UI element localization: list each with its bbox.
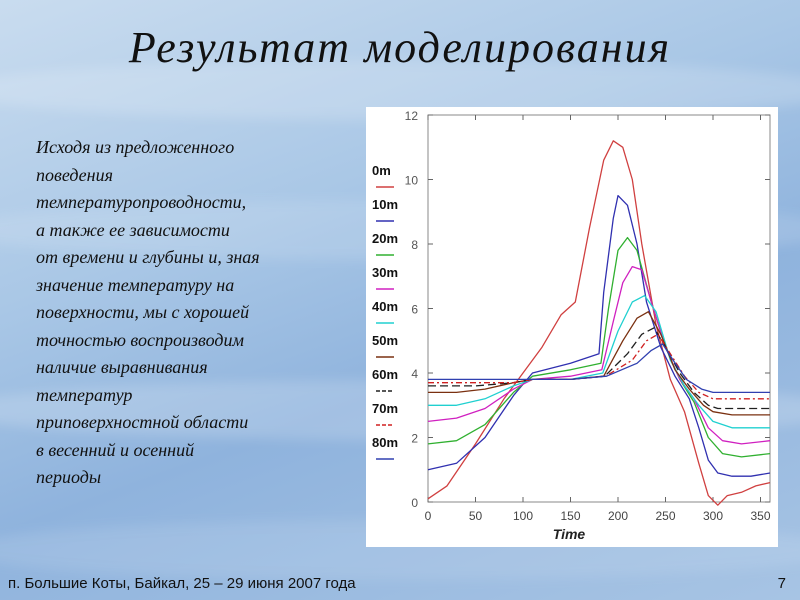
series-line-20m [427,236,771,458]
legend-label-40m: 40m [372,299,398,314]
y-tick-label: 12 [405,109,419,123]
page-number: 7 [777,575,786,592]
legend-label-10m: 10m [372,197,398,212]
x-tick-label: 200 [608,509,628,523]
legend-label-80m: 80m [372,435,398,450]
x-tick-label: 350 [750,509,770,523]
body-line: наличие выравнивания [36,357,208,377]
body-line: приповерхностной области [36,412,249,432]
series-line-10m [427,194,771,477]
body-line: в весенний и осенний [36,439,195,460]
x-axis-label: Time [553,526,586,542]
body-line: температур [36,384,133,405]
footer-text: п. Большие Коты, Байкал, 25 – 29 июня 20… [8,575,356,592]
legend-label-50m: 50m [372,333,398,348]
x-tick-label: 150 [560,509,580,523]
legend-label-70m: 70m [372,401,398,416]
body-line: поведения [36,164,113,185]
legend-label-60m: 60m [372,367,398,382]
body-line: температуропроводности, [36,192,247,212]
series-line-0m [427,140,771,506]
x-tick-label: 0 [425,509,432,523]
y-tick-label: 10 [405,174,419,188]
x-tick-label: 250 [655,509,675,523]
series-line-40m [428,294,770,429]
y-tick-label: 4 [411,367,418,381]
x-tick-label: 50 [469,509,483,523]
y-tick-label: 8 [411,238,418,252]
legend-label-20m: 20m [372,231,398,246]
chart-panel: 0 2 4 6 8 10 12 0 50 100 150 200 250 300 350 Time 0m 10m 2… [366,107,778,547]
legend-label-30m: 30m [372,265,398,280]
body-line: а также ее зависимости [36,219,230,240]
plot-frame [427,114,771,503]
body-line: от времени и глубины и, зная [36,247,260,267]
body-text: Исходя из предложенного поведения темпер… [36,134,356,492]
y-tick-label: 0 [411,496,418,510]
x-tick-label: 300 [703,509,723,523]
body-line: Исходя из предложенного [36,137,235,157]
slide-title: Результат моделирования [128,23,672,72]
body-line: значение температуру на [36,274,235,295]
series-line-70m [428,333,770,400]
y-tick-label: 6 [411,303,418,317]
series-line-80m [428,343,770,394]
body-line: периоды [36,467,102,487]
y-tick-label: 2 [411,432,418,446]
legend-label-0m: 0m [372,163,391,178]
series-line-30m [427,265,771,445]
x-tick-label: 100 [513,509,533,523]
temperature-chart: 0 2 4 6 8 10 12 0 50 100 150 200 250 300 350 Time 0m 10m 2… [372,109,771,542]
series-line-50m [428,311,770,416]
series-line-60m [428,327,770,410]
body-line: точностью воспроизводим [36,329,244,350]
body-line: поверхности, мы с хорошей [36,302,250,322]
